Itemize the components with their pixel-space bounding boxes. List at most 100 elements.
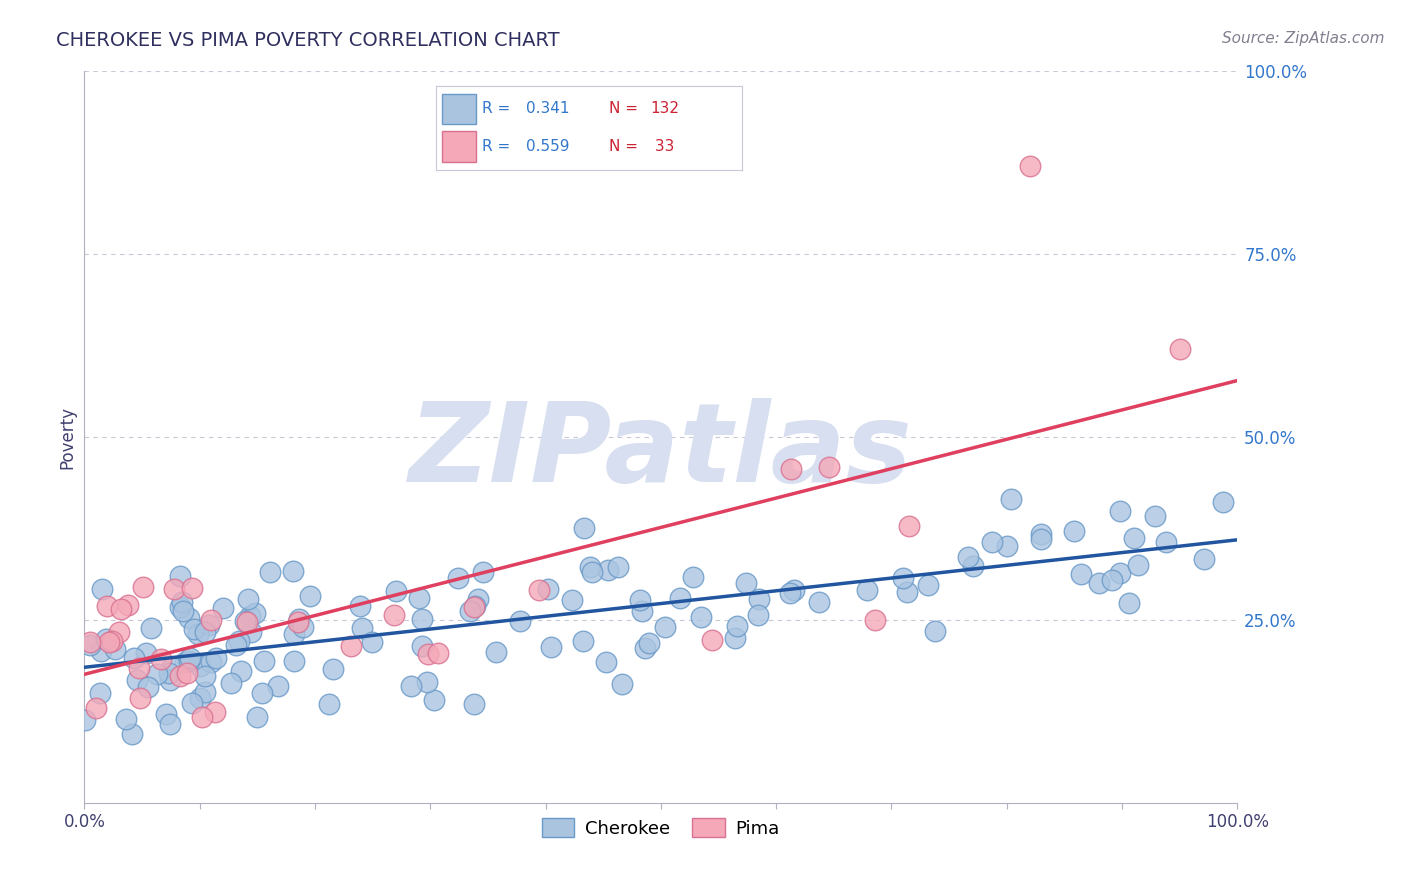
- Point: [1029, 526, 1052, 541]
- Point: [807, 595, 830, 609]
- Point: [191, 710, 214, 724]
- Point: [91, 582, 114, 597]
- Point: [339, 639, 361, 653]
- Point: [995, 539, 1018, 553]
- Point: [292, 620, 315, 634]
- Point: [734, 576, 756, 591]
- Point: [423, 693, 446, 707]
- Point: [236, 592, 259, 607]
- Point: [411, 639, 433, 653]
- Point: [194, 669, 217, 683]
- Point: [121, 727, 143, 741]
- Point: [700, 633, 723, 648]
- Point: [1088, 576, 1111, 591]
- Point: [598, 563, 620, 577]
- Point: [782, 582, 804, 597]
- Point: [205, 651, 228, 665]
- Point: [169, 599, 191, 614]
- Text: Source: ZipAtlas.com: Source: ZipAtlas.com: [1222, 31, 1385, 46]
- Point: [110, 601, 132, 615]
- Point: [1109, 504, 1132, 518]
- Point: [962, 558, 984, 573]
- Point: [1070, 567, 1092, 582]
- Point: [245, 606, 267, 620]
- Point: [898, 518, 921, 533]
- Point: [382, 608, 405, 623]
- Point: [361, 635, 384, 649]
- Point: [240, 624, 263, 639]
- Point: [155, 706, 177, 721]
- Point: [1143, 508, 1166, 523]
- Point: [177, 611, 200, 625]
- Point: [924, 624, 946, 638]
- Point: [233, 614, 256, 628]
- Point: [467, 591, 489, 606]
- Point: [259, 565, 281, 579]
- Point: [96, 599, 118, 614]
- Point: [283, 627, 305, 641]
- Point: [464, 599, 486, 614]
- Point: [288, 612, 311, 626]
- Point: [689, 610, 711, 624]
- Point: [181, 696, 204, 710]
- Point: [780, 462, 803, 476]
- Point: [637, 635, 659, 649]
- Point: [283, 653, 305, 667]
- Point: [117, 598, 139, 612]
- Point: [266, 679, 288, 693]
- Point: [200, 655, 222, 669]
- Point: [139, 621, 162, 635]
- Point: [246, 710, 269, 724]
- Point: [411, 612, 433, 626]
- Point: [236, 615, 259, 629]
- Point: [172, 604, 194, 618]
- Point: [606, 560, 628, 574]
- Point: [896, 585, 918, 599]
- Point: [595, 655, 617, 669]
- Text: CHEROKEE VS PIMA POVERTY CORRELATION CHART: CHEROKEE VS PIMA POVERTY CORRELATION CHA…: [56, 31, 560, 50]
- Point: [107, 625, 129, 640]
- Point: [318, 697, 340, 711]
- Point: [287, 615, 309, 629]
- Point: [509, 614, 531, 628]
- Point: [197, 618, 219, 632]
- Point: [94, 632, 117, 646]
- Point: [157, 666, 180, 681]
- Point: [204, 705, 226, 719]
- Point: [104, 641, 127, 656]
- Point: [1000, 491, 1022, 506]
- Point: [537, 582, 560, 596]
- Point: [725, 619, 748, 633]
- Point: [101, 633, 124, 648]
- Point: [169, 669, 191, 683]
- Point: [79, 638, 101, 652]
- Point: [73, 714, 96, 728]
- Point: [186, 627, 208, 641]
- Point: [1128, 558, 1150, 573]
- Point: [610, 677, 633, 691]
- Point: [194, 624, 217, 639]
- Point: [560, 593, 582, 607]
- Point: [527, 582, 550, 597]
- Point: [160, 660, 183, 674]
- Point: [183, 623, 205, 637]
- Point: [408, 591, 430, 605]
- Point: [682, 569, 704, 583]
- Point: [863, 613, 886, 627]
- Point: [1063, 524, 1085, 538]
- Point: [90, 644, 112, 658]
- Point: [181, 581, 204, 595]
- Point: [349, 599, 371, 614]
- Point: [472, 565, 495, 579]
- Y-axis label: Poverty: Poverty: [58, 406, 76, 468]
- Point: [229, 664, 252, 678]
- Point: [1123, 531, 1146, 545]
- Point: [1029, 532, 1052, 546]
- Point: [540, 640, 562, 654]
- Point: [818, 459, 841, 474]
- Point: [127, 673, 149, 687]
- Point: [654, 620, 676, 634]
- Point: [188, 691, 211, 706]
- Point: [581, 566, 603, 580]
- Point: [463, 698, 485, 712]
